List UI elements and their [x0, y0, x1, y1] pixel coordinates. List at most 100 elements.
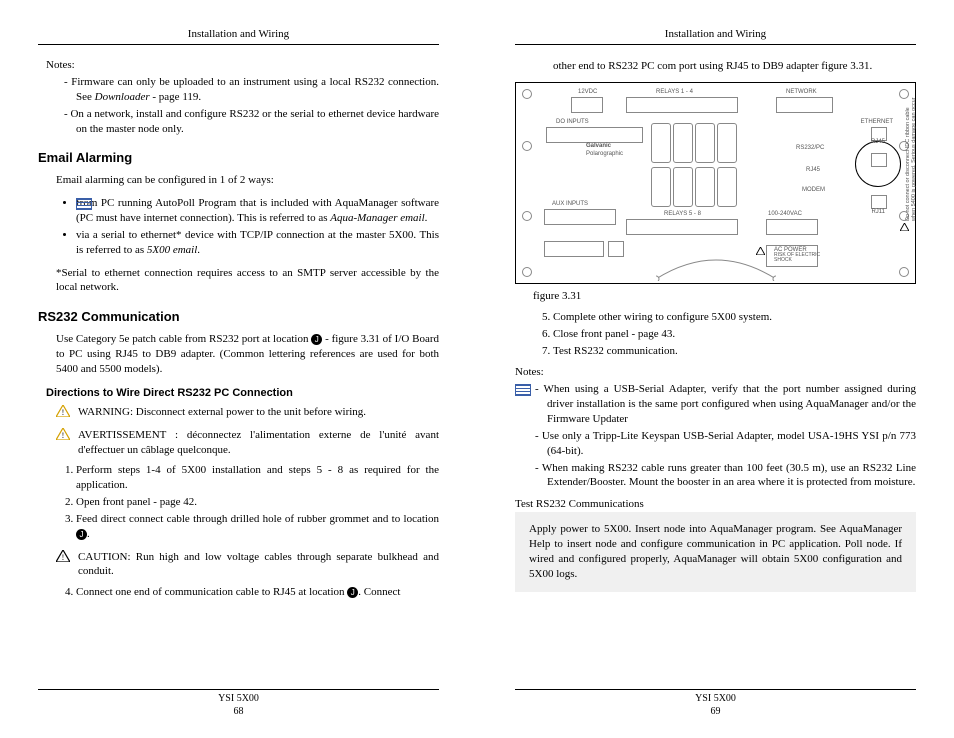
dia-jack-modem [871, 195, 887, 209]
page-body-left: Notes: Firmware can only be uploaded to … [38, 59, 439, 689]
steps-list-right: Complete other wiring to configure 5X00 … [515, 310, 916, 359]
dia-label-risk: RISK OF ELECTRIC SHOCK [774, 253, 820, 263]
dia-terminal [626, 97, 738, 113]
screw-icon [899, 89, 909, 99]
dia-terminal [544, 209, 616, 225]
screw-icon [522, 141, 532, 151]
test-body: Apply power to 5X00. Insert node into Aq… [529, 523, 902, 580]
dia-terminal [766, 219, 818, 235]
dia-keyblock [717, 123, 737, 163]
list-item: Complete other wiring to configure 5X00 … [553, 310, 916, 325]
page-footer-right: YSI 5X00 69 [515, 689, 916, 718]
notes-list-right: When using a USB-Serial Adapter, verify … [515, 382, 916, 490]
steps-list-b: Connect one end of communication cable t… [38, 585, 439, 600]
dia-terminal [544, 241, 604, 257]
test-label: Test RS232 Communications [515, 498, 916, 512]
dia-jack-rs232 [871, 153, 887, 167]
list-item: Open front panel - page 42. [76, 495, 439, 510]
dia-keyblock [695, 167, 715, 207]
footer-pagenum: 68 [234, 706, 244, 717]
list-item: from PC running AutoPoll Program that is… [76, 196, 439, 226]
page-footer-left: YSI 5X00 68 [38, 689, 439, 718]
dia-keyblock [673, 167, 693, 207]
dia-terminal [776, 97, 833, 113]
dia-label-doinputs: DO INPUTS [556, 119, 589, 125]
list-item: Use only a Tripp-Lite Keyspan USB-Serial… [547, 429, 916, 459]
svg-text:!: ! [62, 553, 65, 562]
dia-label-rj11: RJ11 [871, 209, 885, 215]
dia-keyblock [651, 123, 671, 163]
warning-fr-row: ! AVERTISSEMENT : déconnectez l'alimenta… [56, 428, 439, 458]
dia-terminal [571, 97, 603, 113]
dia-label-modem: MODEM [802, 187, 825, 193]
heading-email-alarming: Email Alarming [38, 150, 439, 165]
page-body-right: other end to RS232 PC com port using RJ4… [515, 59, 916, 689]
warning-icon: ! [56, 405, 74, 422]
heading-rs232: RS232 Communication [38, 309, 439, 324]
page-right: Installation and Wiring other end to RS2… [477, 0, 954, 738]
caution-text: CAUTION: Run high and low voltage cables… [78, 550, 439, 580]
dia-terminal [608, 241, 624, 257]
list-item: Close front panel - page 43. [553, 327, 916, 342]
dia-keyblock [695, 123, 715, 163]
dia-label-relays58: RELAYS 5 - 8 [664, 211, 701, 217]
page-left: Installation and Wiring Notes: Firmware … [0, 0, 477, 738]
screw-icon [899, 267, 909, 277]
dia-keyblock [717, 167, 737, 207]
figure-3-31-diagram: 12VDC RELAYS 1 - 4 NETWORK DO INPUTS Gal… [515, 82, 916, 284]
screw-icon [522, 267, 532, 277]
dia-label-ethernet: ETHERNET [861, 119, 893, 125]
warning-icon: ! [56, 428, 74, 445]
dia-label-polaro: Polarographic [586, 151, 623, 157]
caution-row: ! CAUTION: Run high and low voltage cabl… [56, 550, 439, 580]
notes-label-right: Notes: [515, 366, 916, 378]
notes-label: Notes: [46, 59, 439, 71]
caution-icon: ! [56, 550, 74, 567]
page-header-right: Installation and Wiring [515, 28, 916, 45]
page-header-left: Installation and Wiring [38, 28, 439, 45]
steps-list-a: Perform steps 1-4 of 5X00 installation a… [38, 463, 439, 541]
list-item: Test RS232 communication. [553, 344, 916, 359]
dia-label-relays14: RELAYS 1 - 4 [656, 89, 693, 95]
dia-keyblock [673, 123, 693, 163]
dia-label-rs232pc: RS232/PC [796, 145, 824, 151]
dia-cable-arc [656, 255, 776, 281]
page-spread: Installation and Wiring Notes: Firmware … [0, 0, 954, 738]
warning-en-row: ! WARNING: Disconnect external power to … [56, 405, 439, 422]
footer-pagenum: 69 [711, 706, 721, 717]
list-item: Feed direct connect cable through drille… [76, 512, 439, 542]
screw-icon [522, 89, 532, 99]
dia-terminal [546, 127, 643, 143]
svg-text:!: ! [62, 408, 65, 417]
list-item: via a serial to ethernet* device with TC… [76, 228, 439, 258]
screw-icon [522, 211, 532, 221]
warning-en-text: WARNING: Disconnect external power to th… [78, 405, 439, 420]
dia-label-sidewarning: Do not connect or disconnect IDC ribbon … [905, 103, 916, 221]
dia-label-12vdc: 12VDC [578, 89, 597, 95]
list-item: Perform steps 1-4 of 5X00 installation a… [76, 463, 439, 493]
dia-label-rj45: RJ45 [806, 167, 820, 173]
email-intro: Email alarming can be configured in 1 of… [56, 173, 439, 188]
test-box: Apply power to 5X00. Insert node into Aq… [515, 512, 916, 591]
dia-label-rj45b: RJ45 [871, 139, 885, 145]
dia-keyblock [651, 167, 671, 207]
figure-caption: figure 3.31 [533, 290, 916, 302]
list-item: When using a USB-Serial Adapter, verify … [547, 382, 916, 427]
list-item: Connect one end of communication cable t… [76, 585, 439, 600]
svg-text:!: ! [62, 431, 65, 440]
dia-label-aux: AUX INPUTS [552, 201, 588, 207]
list-item: Firmware can only be uploaded to an inst… [76, 75, 439, 105]
dia-label-vac: 100-240VAC [768, 211, 802, 217]
warning-icon [756, 247, 765, 255]
continuation-text: other end to RS232 PC com port using RJ4… [553, 59, 916, 74]
warning-fr-text: AVERTISSEMENT : déconnectez l'alimentati… [78, 428, 439, 458]
heading-directions: Directions to Wire Direct RS232 PC Conne… [46, 387, 439, 399]
footer-product: YSI 5X00 [218, 693, 259, 704]
email-bullets: from PC running AutoPoll Program that is… [38, 196, 439, 257]
aquamanager-icon [76, 198, 92, 213]
email-footnote: *Serial to ethernet connection requires … [56, 266, 439, 296]
warning-icon [900, 223, 909, 231]
list-item: When making RS232 cable runs greater tha… [547, 461, 916, 491]
footer-product: YSI 5X00 [695, 693, 736, 704]
dia-terminal [626, 219, 738, 235]
